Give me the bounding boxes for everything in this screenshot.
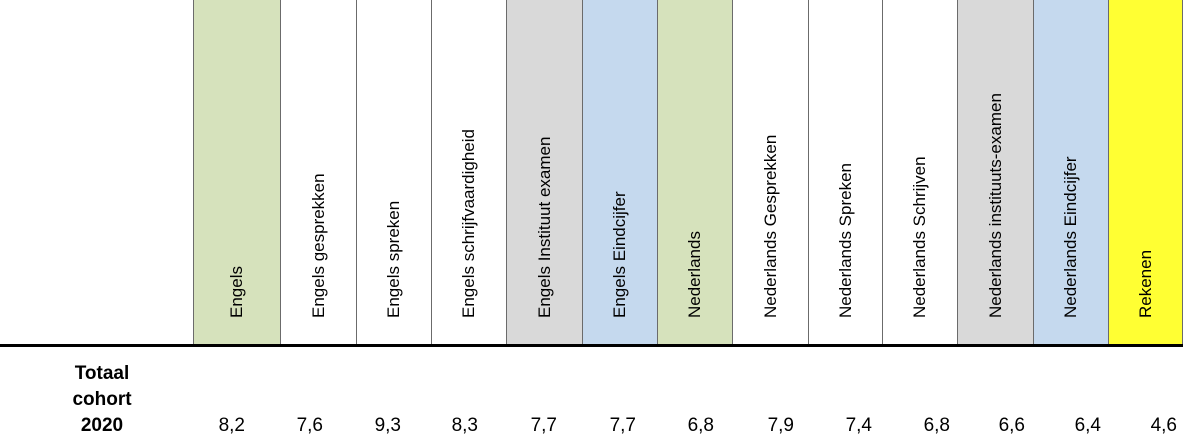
column-header-8: Nederlands Gesprekken (732, 0, 808, 346)
cell-value: 7,4 (845, 415, 872, 436)
cell-value: 9,3 (374, 415, 401, 436)
column-header-label: Rekenen (1135, 249, 1155, 318)
column-header-9: Nederlands Spreken (808, 0, 882, 346)
cell-value: 8,3 (451, 415, 478, 436)
cell-value: 6,8 (923, 415, 950, 436)
column-header-1: Engels (193, 0, 280, 346)
row-label: Totaal cohort 2020 (56, 361, 148, 439)
column-header-label: Engels Instituut examen (534, 136, 554, 318)
column-header-label: Engels spreken (384, 200, 403, 318)
column-header-6: Engels Eindcijfer (582, 0, 657, 346)
header-divider (0, 344, 1183, 347)
cell-value: 7,6 (296, 415, 323, 436)
column-header-12: Nederlands Eindcijfer (1033, 0, 1108, 346)
table-header-row: Engels Engels gesprekken Engels spreken Eng… (193, 0, 1183, 346)
column-header-3: Engels spreken (356, 0, 431, 346)
cell-value: 7,7 (530, 415, 557, 436)
column-header-label: Nederlands instituuts-examen (985, 93, 1005, 318)
cell-value: 7,7 (609, 415, 636, 436)
column-header-label: Engels gesprekken (308, 173, 328, 318)
column-header-10: Nederlands Schrijven (882, 0, 957, 346)
cell-value: 6,8 (687, 415, 714, 436)
column-header-4: Engels schrijfvaardigheid (431, 0, 506, 346)
column-header-13: Rekenen (1108, 0, 1183, 346)
row-label-line-2: cohort (72, 389, 132, 410)
column-header-label: Nederlands Eindcijfer (1061, 156, 1080, 318)
column-header-label: Engels Eindcijfer (610, 191, 629, 318)
cell-value: 8,2 (218, 415, 245, 436)
row-label-line-1: Totaal (74, 363, 130, 384)
cell-value: 4,6 (1150, 415, 1177, 436)
cell-value: 6,6 (998, 415, 1025, 436)
column-header-label: Engels schrijfvaardigheid (459, 129, 478, 318)
column-header-label: Engels (227, 266, 246, 318)
column-header-label: Nederlands Gesprekken (760, 134, 780, 318)
column-header-2: Engels gesprekken (280, 0, 356, 346)
row-label-line-3: 2020 (80, 415, 124, 436)
column-header-11: Nederlands instituuts-examen (957, 0, 1033, 346)
cell-value: 7,9 (767, 415, 794, 436)
column-header-label: Nederlands Schrijven (910, 156, 929, 318)
column-header-7: Nederlands (657, 0, 732, 346)
column-header-label: Nederlands Spreken (835, 163, 855, 318)
column-header-5: Engels Instituut examen (506, 0, 582, 346)
cell-value: 6,4 (1074, 415, 1101, 436)
column-header-label: Nederlands (685, 231, 704, 318)
